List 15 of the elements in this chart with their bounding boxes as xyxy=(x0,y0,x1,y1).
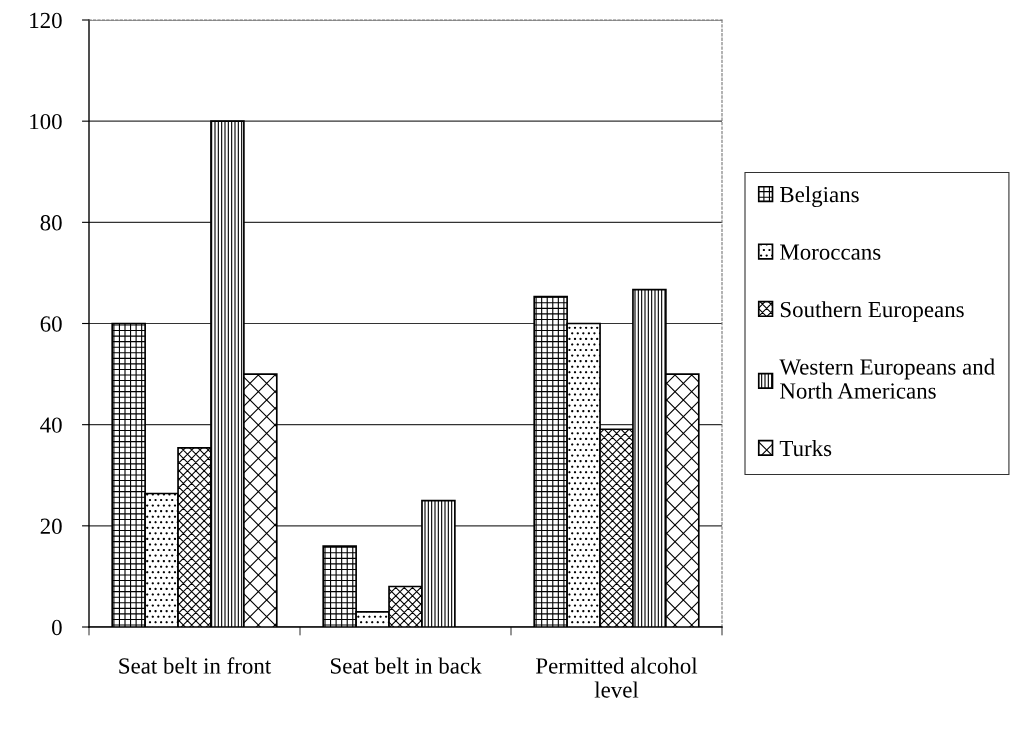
y-tick-label: 0 xyxy=(52,619,62,636)
legend-label: Turks xyxy=(779,440,832,457)
y-tick-label: 120 xyxy=(30,12,62,29)
y-tick-label: 100 xyxy=(30,113,62,130)
legend-label: Moroccans xyxy=(780,244,881,260)
y-tick-label: 40 xyxy=(40,417,62,433)
x-tick-label: Seat belt in back xyxy=(330,657,482,674)
y-tick-label: 60 xyxy=(40,316,62,332)
y-tick-label: 20 xyxy=(40,518,62,535)
x-tick-label: Permitted alcohol level xyxy=(536,657,698,698)
legend-label: Belgians xyxy=(780,186,859,208)
y-tick-label: 80 xyxy=(40,215,62,231)
legend-label: Western Europeans and North Americans xyxy=(779,358,995,399)
x-tick-label: Seat belt in front xyxy=(119,657,272,674)
legend-label: Southern Europeans xyxy=(780,301,964,322)
